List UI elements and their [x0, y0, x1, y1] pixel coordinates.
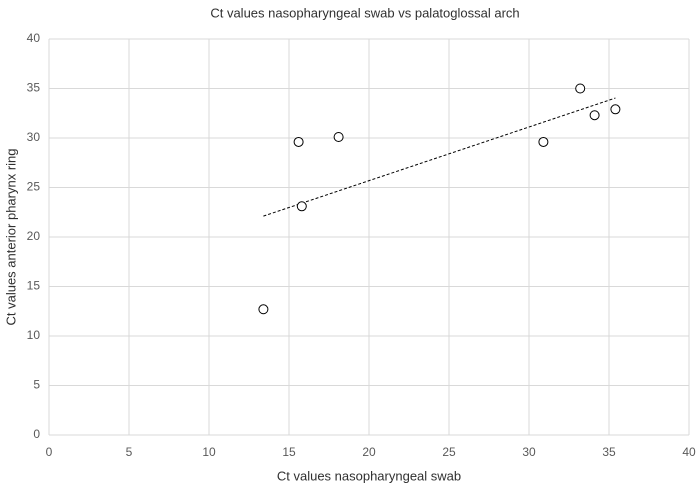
chart-title: Ct values nasopharyngeal swab vs palatog… — [210, 5, 519, 20]
x-tick-label: 30 — [522, 445, 536, 459]
point — [333, 132, 344, 143]
x-tick-label: 35 — [602, 445, 616, 459]
x-tick-label: 15 — [282, 445, 296, 459]
y-tick-label: 30 — [27, 130, 41, 144]
x-tick-label: 5 — [126, 445, 133, 459]
y-tick-label: 40 — [27, 31, 41, 45]
x-tick-label: 10 — [202, 445, 216, 459]
x-tick-label: 0 — [46, 445, 53, 459]
x-tick-label: 20 — [362, 445, 376, 459]
point — [610, 104, 621, 115]
y-tick-label: 0 — [33, 427, 40, 441]
point — [575, 83, 586, 94]
point — [589, 110, 600, 121]
x-axis-title: Ct values nasopharyngeal swab — [277, 468, 461, 483]
y-tick-label: 10 — [27, 328, 41, 342]
y-tick-label: 5 — [33, 378, 40, 392]
y-tick-label: 25 — [27, 180, 41, 194]
y-axis-title: Ct values anterior pharynx ring — [3, 148, 18, 325]
y-tick-label: 15 — [27, 279, 41, 293]
point — [293, 136, 304, 147]
trendline — [263, 97, 616, 217]
point — [296, 201, 307, 212]
x-tick-label: 40 — [682, 445, 696, 459]
point — [538, 136, 549, 147]
y-tick-label: 20 — [27, 229, 41, 243]
x-tick-label: 25 — [442, 445, 456, 459]
y-tick-label: 35 — [27, 81, 41, 95]
point — [258, 304, 269, 315]
